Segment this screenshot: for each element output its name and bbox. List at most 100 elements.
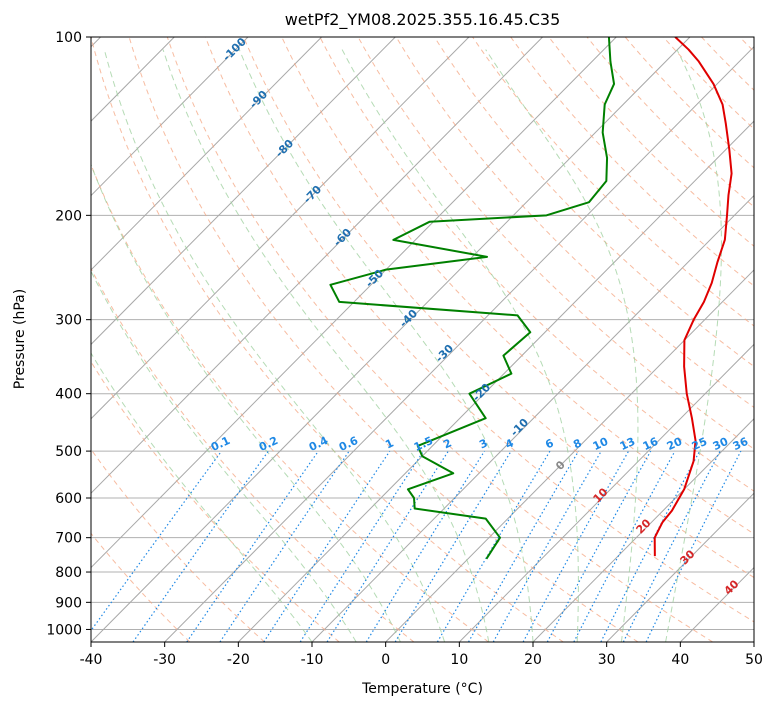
chart-title: wetPf2_YM08.2025.355.16.45.C35 bbox=[285, 10, 561, 30]
isotherm-line bbox=[91, 37, 322, 271]
moist-adiabat bbox=[162, 49, 490, 642]
isotherm-line bbox=[91, 37, 249, 197]
mixing-ratio-line bbox=[600, 450, 701, 642]
red-label: 10 bbox=[591, 485, 611, 505]
x-tick-label: -10 bbox=[301, 652, 324, 668]
mixing-ratio-line bbox=[467, 450, 580, 642]
moist-adiabat bbox=[91, 163, 401, 642]
moist-adiabat bbox=[341, 49, 579, 642]
mixing-ratio-label: 16 bbox=[641, 435, 661, 453]
isotherm-label: -100 bbox=[220, 35, 249, 64]
isotherm-line bbox=[91, 37, 543, 494]
isotherm-label: -40 bbox=[397, 307, 420, 330]
mixing-ratio-line bbox=[546, 450, 652, 642]
y-tick-label: 600 bbox=[55, 491, 82, 507]
isotherm-line bbox=[679, 566, 754, 642]
dry-adiabat bbox=[739, 37, 754, 53]
mixing-ratio-label: 1 bbox=[383, 436, 395, 451]
moist-adiabat bbox=[91, 352, 313, 642]
plot-frame bbox=[90, 36, 755, 643]
moist-adiabat bbox=[485, 49, 639, 642]
red-label: 30 bbox=[678, 547, 698, 567]
moist-adiabat bbox=[91, 270, 357, 642]
background-lines bbox=[91, 37, 754, 642]
tick-layer: -40 -30 -20 -10 0 10 20 30 40 5010020030040050060… bbox=[46, 30, 763, 668]
dry-adiabat bbox=[510, 37, 754, 287]
red-label: 20 bbox=[634, 516, 654, 536]
dry-adiabat bbox=[586, 37, 754, 208]
grid-layer bbox=[91, 37, 754, 642]
isotherm-line bbox=[532, 418, 754, 642]
dry-adiabat bbox=[91, 448, 265, 642]
y-tick-label: 400 bbox=[55, 387, 82, 403]
y-tick-label: 1000 bbox=[46, 622, 82, 638]
x-axis-title: Temperature (°C) bbox=[361, 681, 483, 697]
dry-adiabat bbox=[548, 37, 754, 247]
y-axis-title: Pressure (hPa) bbox=[12, 289, 28, 389]
isotherm-line bbox=[164, 46, 754, 642]
mixing-ratio-line bbox=[492, 450, 602, 642]
x-tick-label: -30 bbox=[153, 652, 176, 668]
x-tick-label: 50 bbox=[745, 652, 763, 668]
dry-adiabat bbox=[472, 37, 754, 327]
isotherm-label: -10 bbox=[508, 416, 531, 439]
mixing-ratio-line bbox=[132, 450, 269, 642]
mixing-ratio-label: 3 bbox=[477, 436, 489, 451]
isotherm-line bbox=[606, 492, 754, 642]
moist-adiabat bbox=[238, 49, 534, 642]
mixing-ratio-label: 10 bbox=[591, 435, 611, 453]
dry-adiabat bbox=[91, 37, 564, 642]
dry-adiabat bbox=[91, 532, 191, 642]
mixing-ratio-label: 30 bbox=[711, 435, 731, 453]
mixing-ratio-line bbox=[436, 450, 551, 642]
mixing-ratio-label: 13 bbox=[618, 435, 637, 453]
mixing-ratio-label: 36 bbox=[731, 435, 751, 453]
mixing-ratio-line bbox=[326, 450, 449, 642]
mixing-ratio-line bbox=[186, 450, 319, 642]
mixing-ratio-line bbox=[394, 450, 512, 642]
dry-adiabat bbox=[281, 37, 754, 535]
x-tick-label: -20 bbox=[227, 652, 250, 668]
dry-adiabat bbox=[624, 37, 754, 169]
mixing-ratio-line bbox=[299, 450, 425, 642]
mixing-ratio-line bbox=[573, 450, 676, 642]
mixing-ratio-line bbox=[365, 450, 486, 642]
dry-adiabat bbox=[91, 360, 340, 642]
mixing-ratio-label: 25 bbox=[690, 435, 709, 453]
y-tick-label: 700 bbox=[55, 531, 82, 547]
dry-adiabat bbox=[91, 267, 415, 642]
y-tick-label: 300 bbox=[55, 313, 82, 329]
isotherm-label: -30 bbox=[433, 342, 456, 365]
x-tick-label: 40 bbox=[671, 652, 689, 668]
isotherm-line bbox=[91, 37, 470, 420]
y-tick-label: 200 bbox=[55, 208, 82, 224]
series-layer bbox=[329, 37, 733, 560]
red-label: 40 bbox=[722, 577, 742, 597]
isotherm-line bbox=[91, 37, 691, 642]
mixing-ratio-line bbox=[522, 450, 630, 642]
mixing-ratio-label: 20 bbox=[665, 435, 685, 453]
dry-adiabat bbox=[128, 37, 639, 642]
y-tick-label: 900 bbox=[55, 595, 82, 611]
dry-adiabat bbox=[91, 163, 489, 642]
mixing-ratio-line bbox=[645, 450, 742, 642]
x-tick-label: 0 bbox=[381, 652, 390, 668]
x-tick-label: -40 bbox=[80, 652, 103, 668]
moist-adiabat bbox=[103, 49, 446, 642]
y-tick-label: 500 bbox=[55, 444, 82, 460]
dry-adiabat bbox=[243, 37, 754, 579]
mixing-ratio-line bbox=[219, 450, 350, 642]
isotherm-line bbox=[91, 37, 396, 346]
x-tick-label: 10 bbox=[450, 652, 468, 668]
mixing-ratio-label: 6 bbox=[543, 436, 556, 451]
dry-adiabat bbox=[662, 37, 754, 130]
temperature-profile-line bbox=[653, 37, 733, 557]
y-tick-label: 800 bbox=[55, 565, 82, 581]
dry-adiabat bbox=[357, 37, 754, 450]
isotherm-line bbox=[311, 194, 754, 642]
isotherm-label: -90 bbox=[247, 88, 270, 111]
mixing-ratio-line bbox=[91, 450, 223, 632]
moist-adiabat bbox=[665, 49, 722, 642]
mixing-ratio-label: 2 bbox=[441, 436, 453, 451]
